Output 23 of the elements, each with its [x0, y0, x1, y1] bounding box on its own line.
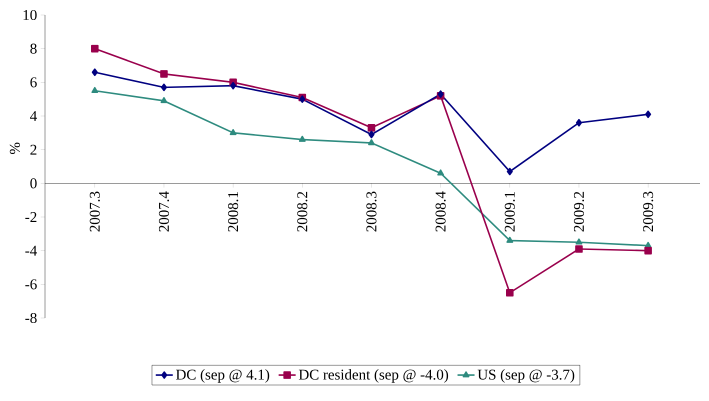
y-tick-label: -2: [25, 212, 36, 222]
legend-label: US (sep @ -3.7): [478, 369, 574, 383]
legend-label: DC (sep @ 4.1): [176, 369, 270, 383]
y-tick-label: -4: [25, 246, 37, 256]
x-tick-label: 2008.4: [436, 191, 446, 232]
y-tick-label: 10: [24, 10, 37, 20]
y-tick-label: 6: [30, 77, 37, 88]
y-tick-label: 4: [30, 111, 37, 121]
y-tick-label: 2: [30, 144, 36, 155]
x-tick-label: 2007.3: [90, 192, 100, 232]
y-axis-title: %: [10, 142, 20, 154]
x-tick-label: 2009.2: [574, 192, 584, 232]
x-tick-label: 2009.1: [504, 192, 515, 232]
y-tick-label: -6: [25, 279, 37, 290]
x-tick-label: 2008.2: [297, 192, 308, 232]
y-tick-label: -8: [25, 312, 37, 324]
y-tick-label: 8: [30, 44, 37, 54]
x-tick-label: 2009.3: [643, 192, 654, 232]
x-tick-label: 2007.4: [158, 191, 170, 232]
x-tick-label: 2008.3: [366, 192, 377, 232]
legend-label: DC resident (sep @ -4.0): [298, 369, 448, 383]
y-tick-label: 0: [30, 178, 37, 188]
x-tick-label: 2008.1: [228, 192, 238, 232]
